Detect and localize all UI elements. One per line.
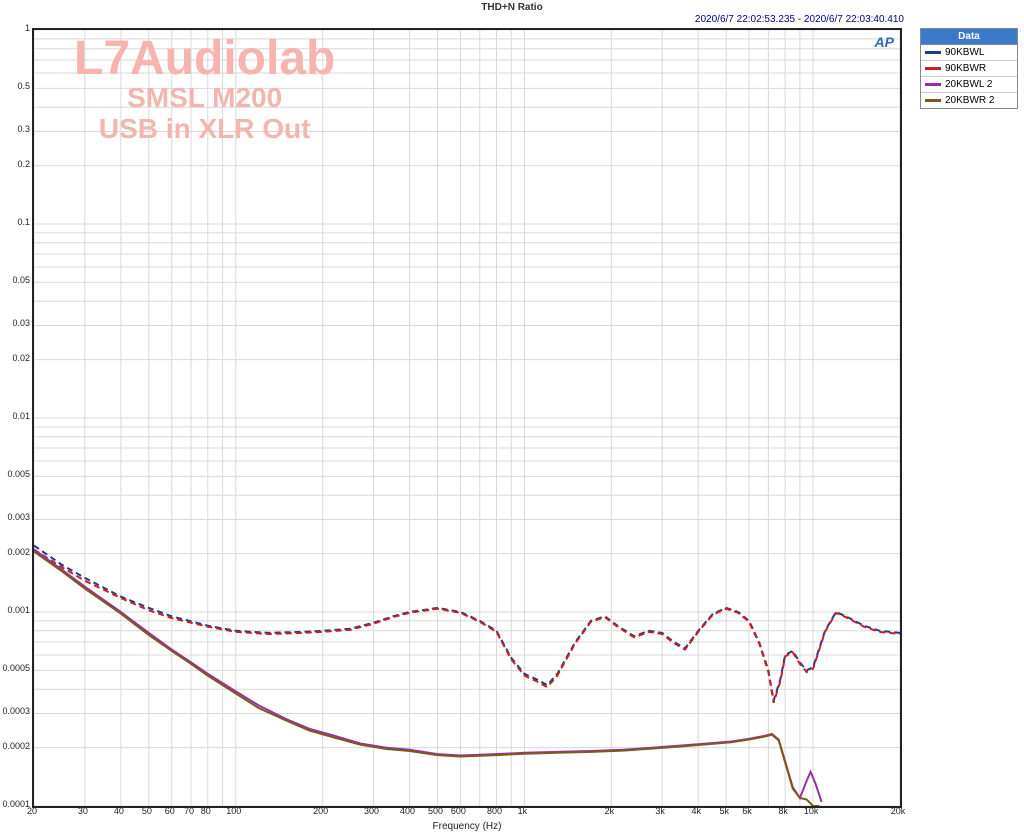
- x-tick-label: 5k: [719, 806, 729, 816]
- y-tick-label: 0.2: [17, 159, 30, 169]
- x-tick-label: 60: [165, 806, 175, 816]
- x-tick-label: 300: [364, 806, 379, 816]
- x-tick-label: 800: [487, 806, 502, 816]
- ap-logo: AP: [875, 34, 894, 50]
- y-tick-label: 0.0001: [2, 799, 30, 809]
- x-tick-label: 100: [226, 806, 241, 816]
- x-tick-label: 2k: [605, 806, 615, 816]
- y-tick-label: 0.0002: [2, 741, 30, 751]
- y-tick-label: 0.0003: [2, 706, 30, 716]
- y-tick-label: 0.05: [12, 275, 30, 285]
- legend-swatch: [925, 67, 941, 70]
- x-tick-label: 1k: [518, 806, 528, 816]
- legend-item: 20KBWR 2: [921, 93, 1017, 108]
- legend-item: 90KBWL: [921, 45, 1017, 61]
- legend-item: 90KBWR: [921, 61, 1017, 77]
- x-tick-label: 8k: [778, 806, 788, 816]
- x-tick-label: 3k: [655, 806, 665, 816]
- x-tick-label: 500: [428, 806, 443, 816]
- x-tick-label: 30: [78, 806, 88, 816]
- legend-label: 90KBWR: [945, 63, 986, 74]
- y-tick-label: 0.1: [17, 217, 30, 227]
- legend-label: 20KBWR 2: [945, 95, 994, 106]
- legend-swatch: [925, 83, 941, 86]
- x-tick-label: 20: [27, 806, 37, 816]
- y-tick-label: 0.0005: [2, 663, 30, 673]
- y-tick-label: 0.03: [12, 318, 30, 328]
- x-tick-label: 6k: [742, 806, 752, 816]
- chart-svg: [34, 30, 900, 806]
- y-tick-label: 0.001: [7, 605, 30, 615]
- y-tick-label: 0.02: [12, 353, 30, 363]
- y-tick-label: 1: [25, 23, 30, 33]
- legend-header: Data: [921, 29, 1017, 45]
- y-tick-label: 0.3: [17, 124, 30, 134]
- legend-swatch: [925, 51, 941, 54]
- x-tick-label: 70: [184, 806, 194, 816]
- x-tick-label: 50: [142, 806, 152, 816]
- legend: Data 90KBWL 90KBWR 20KBWL 2 20KBWR 2: [920, 28, 1018, 109]
- y-tick-label: 0.005: [7, 469, 30, 479]
- x-tick-label: 400: [400, 806, 415, 816]
- y-tick-label: 0.5: [17, 81, 30, 91]
- legend-label: 90KBWL: [945, 47, 984, 58]
- x-tick-label: 600: [451, 806, 466, 816]
- legend-item: 20KBWL 2: [921, 77, 1017, 93]
- x-tick-label: 10k: [804, 806, 819, 816]
- plot-area: L7Audiolab SMSL M200 USB in XLR Out AP: [32, 28, 902, 808]
- legend-label: 20KBWL 2: [945, 79, 992, 90]
- x-tick-label: 40: [114, 806, 124, 816]
- timestamp: 2020/6/7 22:02:53.235 - 2020/6/7 22:03:4…: [695, 14, 904, 25]
- y-tick-label: 0.003: [7, 512, 30, 522]
- y-tick-label: 0.002: [7, 547, 30, 557]
- x-tick-label: 20k: [891, 806, 906, 816]
- y-tick-label: 0.01: [12, 411, 30, 421]
- legend-swatch: [925, 99, 941, 102]
- x-tick-label: 80: [201, 806, 211, 816]
- chart-title: THD+N Ratio: [0, 2, 1024, 13]
- x-tick-label: 200: [313, 806, 328, 816]
- x-tick-label: 4k: [691, 806, 701, 816]
- x-axis-label: Frequency (Hz): [32, 821, 902, 832]
